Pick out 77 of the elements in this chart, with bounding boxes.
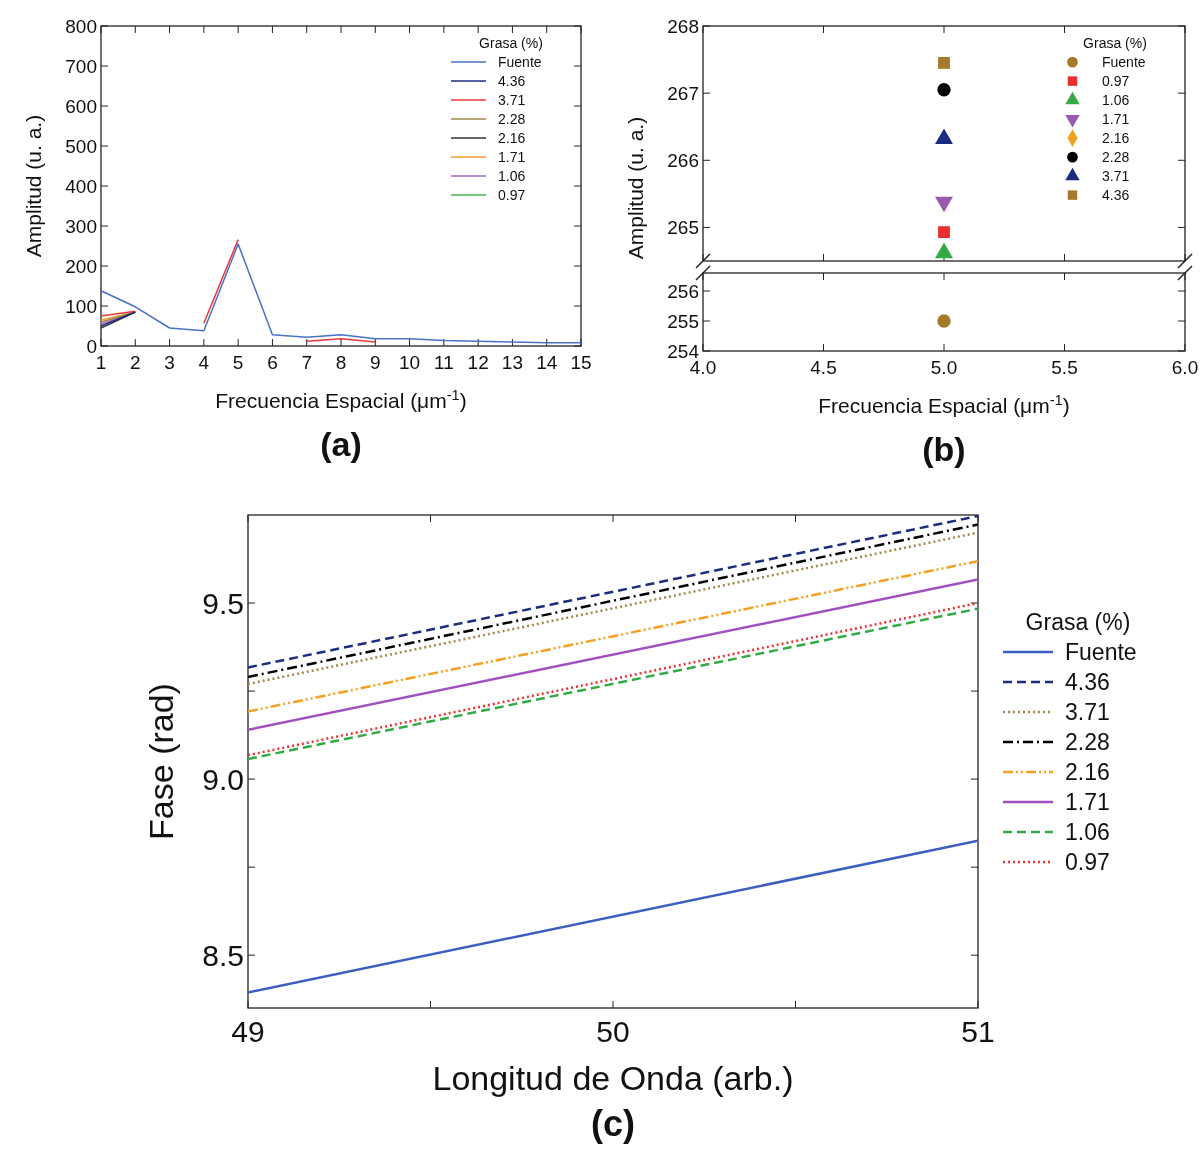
legend-label: 1.06 — [1102, 92, 1130, 108]
legend-label: 2.28 — [1065, 729, 1110, 755]
legend-label: 0.97 — [1065, 849, 1110, 875]
legend-label: 4.36 — [1102, 187, 1130, 203]
legend-label: 4.36 — [1065, 669, 1110, 695]
x-axis-title: Frecuencia Espacial (μm$^{-1}$) — [215, 387, 467, 412]
x-tick-label: 9 — [370, 352, 381, 373]
x-axis-title: Frecuencia Espacial (μm$^{-1}$) — [818, 392, 1070, 417]
legend-label: 1.71 — [1065, 789, 1110, 815]
y-tick-label: 266 — [667, 149, 699, 171]
x-tick-label: 5 — [232, 352, 244, 373]
y-tick-label: 600 — [65, 95, 97, 117]
y-axis-title: Fase (rad) — [142, 683, 180, 840]
legend-title: Grasa (%) — [479, 35, 543, 51]
legend-title: Grasa (%) — [1083, 35, 1147, 51]
legend-label: 2.28 — [498, 111, 526, 127]
x-tick-label: 5.5 — [1051, 357, 1078, 378]
y-tick-label: 100 — [65, 295, 97, 317]
y-tick-label: 268 — [667, 15, 699, 37]
legend-label: 4.36 — [498, 73, 526, 89]
y-tick-label: 265 — [667, 217, 699, 239]
line-series — [101, 243, 581, 344]
legend-label: 1.06 — [498, 168, 526, 184]
x-axis-title: Longitud de Onda (arb.) — [432, 1059, 794, 1097]
legend-label: 1.71 — [498, 149, 526, 165]
legend-label: 2.28 — [1102, 149, 1130, 165]
y-tick-label: 400 — [65, 175, 97, 197]
x-tick-label: 14 — [536, 352, 558, 373]
legend-label: Fuente — [1102, 54, 1146, 70]
x-tick-label: 3 — [164, 352, 175, 373]
x-tick-label: 15 — [570, 352, 592, 373]
y-axis-title: Amplitud (u. a.) — [624, 116, 647, 260]
legend-label: 0.97 — [1102, 73, 1130, 89]
y-tick-label: 255 — [667, 310, 699, 332]
x-tick-label: 51 — [961, 1015, 995, 1048]
y-tick-label: 500 — [65, 135, 97, 157]
x-tick-label: 49 — [231, 1015, 265, 1048]
legend-title: Grasa (%) — [1025, 609, 1131, 635]
x-tick-label: 10 — [399, 352, 421, 373]
legend-label: Fuente — [498, 54, 542, 70]
y-tick-label: 9.0 — [202, 762, 244, 796]
text: (b) — [922, 430, 966, 468]
legend-label: 0.97 — [498, 187, 526, 203]
legend-label: 3.71 — [498, 92, 526, 108]
y-tick-label: 800 — [65, 15, 97, 37]
legend-label: 3.71 — [1102, 168, 1130, 184]
x-tick-label: 7 — [301, 352, 312, 373]
legend-label: 2.16 — [1065, 759, 1110, 785]
legend-label: 3.71 — [1065, 699, 1110, 725]
legend-label: 2.16 — [498, 130, 526, 146]
legend-label: 1.06 — [1065, 819, 1110, 845]
x-tick-label: 6.0 — [1171, 357, 1199, 378]
y-tick-label: 700 — [65, 55, 97, 77]
y-tick-label: 267 — [667, 82, 699, 104]
x-tick-label: 2 — [130, 352, 141, 373]
x-tick-label: 6 — [267, 352, 278, 373]
y-tick-label: 8.5 — [202, 938, 244, 972]
x-tick-label: 4.5 — [810, 357, 837, 378]
legend-label: Fuente — [1065, 639, 1137, 665]
x-tick-label: 13 — [501, 352, 523, 373]
y-tick-label: 0 — [86, 335, 97, 357]
x-tick-label: 5.0 — [930, 357, 958, 378]
x-tick-label: 1 — [95, 352, 107, 373]
legend-label: 2.16 — [1102, 130, 1130, 146]
x-tick-label: 11 — [433, 352, 454, 373]
legend-label: 1.71 — [1102, 111, 1130, 127]
text: (a) — [320, 425, 362, 463]
y-axis-title: Amplitud (u. a.) — [22, 114, 45, 258]
text: (c) — [591, 1103, 635, 1144]
y-tick-label: 200 — [65, 255, 97, 277]
y-tick-label: 9.5 — [202, 586, 244, 620]
x-tick-label: 50 — [596, 1015, 630, 1048]
y-tick-label: 256 — [667, 280, 699, 302]
y-tick-label: 300 — [65, 215, 97, 237]
x-tick-label: 4 — [198, 352, 210, 373]
x-tick-label: 12 — [467, 352, 489, 373]
x-tick-label: 8 — [335, 352, 347, 373]
